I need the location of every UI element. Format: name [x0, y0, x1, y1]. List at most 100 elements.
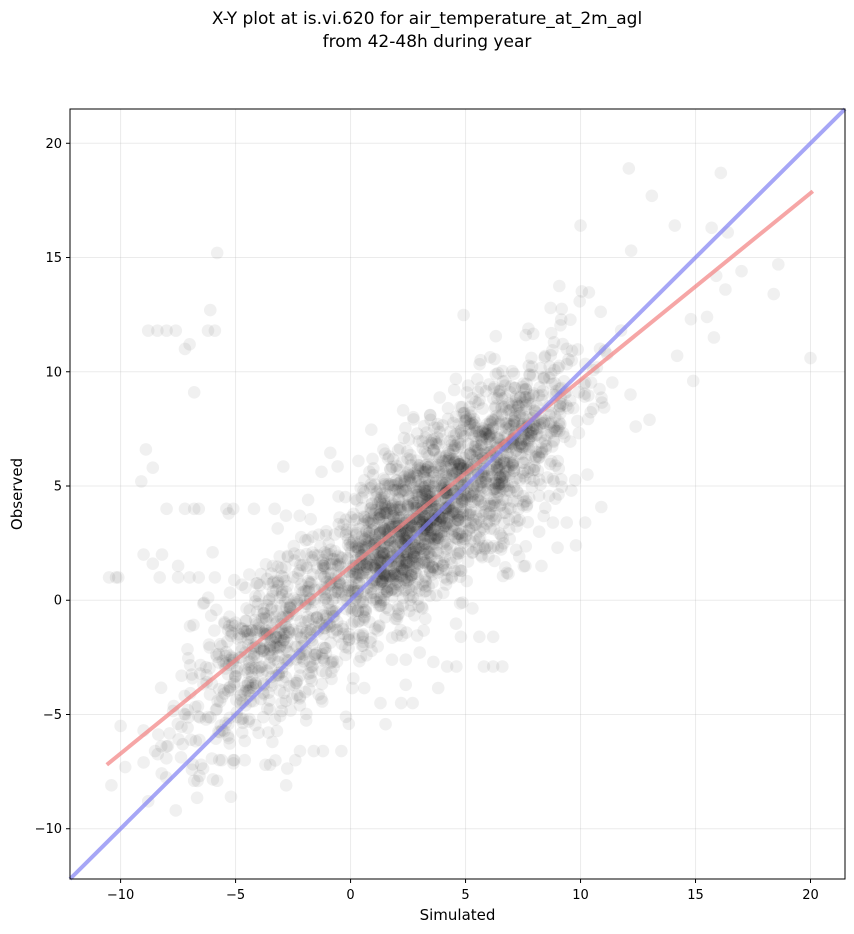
data-point	[515, 447, 528, 461]
data-point	[203, 303, 217, 317]
data-point	[343, 584, 357, 597]
data-point	[318, 561, 332, 575]
data-point	[331, 582, 345, 596]
data-point	[279, 585, 293, 599]
data-point	[249, 577, 263, 590]
data-point	[447, 456, 461, 470]
data-point	[510, 403, 523, 417]
data-point	[253, 642, 267, 655]
data-point	[266, 640, 280, 654]
data-point	[315, 664, 329, 678]
data-point	[422, 545, 436, 559]
data-point	[146, 557, 160, 570]
data-point	[363, 615, 376, 629]
data-point	[393, 529, 407, 542]
data-point	[554, 319, 567, 332]
data-point	[392, 492, 405, 505]
data-point	[409, 475, 423, 488]
data-point	[507, 464, 520, 478]
data-point	[377, 515, 390, 529]
data-point	[437, 537, 450, 550]
data-point	[528, 453, 542, 466]
data-point	[382, 450, 396, 463]
data-point	[450, 491, 464, 504]
data-point	[263, 694, 276, 707]
data-point	[287, 539, 301, 553]
data-point	[513, 447, 526, 460]
data-point	[352, 575, 366, 589]
data-point	[352, 544, 365, 558]
data-point	[532, 451, 546, 465]
data-point	[266, 735, 279, 749]
data-point	[456, 406, 470, 420]
data-point	[474, 495, 487, 508]
data-point	[467, 424, 481, 438]
data-point	[435, 527, 448, 541]
data-point	[438, 535, 452, 548]
data-point	[480, 432, 494, 446]
data-point	[401, 445, 414, 458]
data-point	[349, 592, 363, 605]
data-point	[463, 418, 477, 431]
data-point	[371, 497, 385, 510]
data-point	[448, 564, 462, 578]
data-point	[401, 546, 415, 560]
data-point	[196, 762, 210, 775]
data-point	[500, 447, 514, 461]
data-point	[475, 498, 488, 512]
data-point	[155, 548, 169, 561]
data-point	[404, 453, 418, 466]
data-point	[520, 377, 533, 391]
data-point	[388, 479, 401, 492]
data-point	[240, 624, 253, 637]
data-point	[351, 615, 365, 629]
data-point	[452, 418, 466, 431]
data-point	[468, 485, 481, 498]
data-point	[302, 585, 315, 599]
data-point	[272, 649, 285, 662]
data-point	[396, 563, 409, 576]
data-point	[459, 414, 473, 428]
data-point	[277, 460, 290, 473]
data-point	[223, 610, 236, 623]
data-point	[451, 509, 464, 523]
data-point	[259, 558, 273, 571]
data-point	[455, 426, 468, 440]
data-point	[244, 628, 257, 641]
data-point	[368, 561, 381, 574]
data-point	[533, 421, 547, 434]
data-point	[392, 493, 406, 507]
data-point	[187, 502, 201, 516]
data-point	[472, 446, 485, 460]
data-point	[435, 432, 448, 446]
data-point	[529, 445, 543, 459]
data-point	[495, 408, 509, 421]
data-point	[413, 459, 427, 472]
data-point	[399, 583, 412, 596]
data-point	[520, 500, 533, 513]
data-point	[387, 510, 400, 523]
data-point	[318, 557, 332, 571]
data-point	[215, 753, 229, 767]
data-point	[345, 511, 358, 524]
data-point	[493, 385, 507, 398]
data-point	[306, 660, 319, 674]
data-point	[553, 399, 567, 413]
data-point	[551, 422, 564, 436]
data-point	[408, 566, 422, 580]
data-point	[490, 461, 503, 475]
data-point	[429, 447, 443, 461]
data-point	[232, 628, 246, 641]
data-point	[435, 454, 449, 468]
data-point	[374, 599, 388, 612]
data-point	[549, 424, 562, 438]
data-point	[521, 437, 534, 451]
data-point	[451, 532, 464, 545]
data-point	[572, 385, 586, 399]
data-point	[366, 558, 379, 572]
data-point	[254, 660, 267, 674]
data-point	[492, 477, 505, 490]
data-point	[257, 607, 271, 620]
data-point	[476, 425, 490, 438]
data-point	[578, 390, 591, 403]
